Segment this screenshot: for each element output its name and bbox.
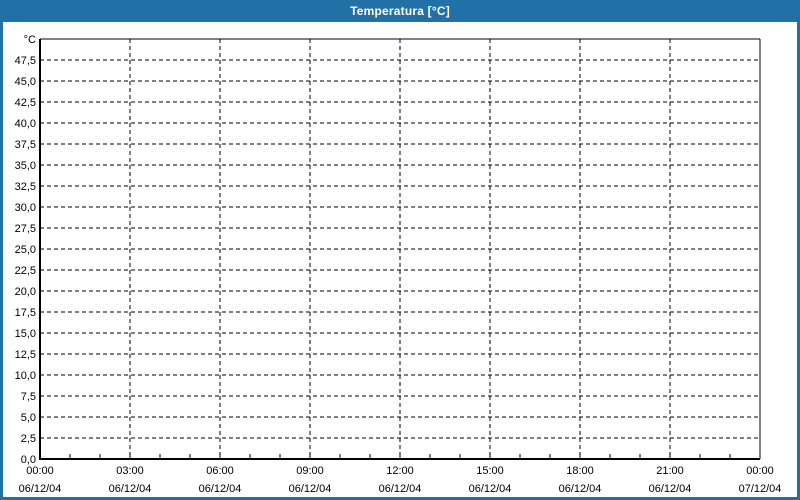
- x-axis-date-label: 06/12/04: [109, 483, 152, 495]
- x-axis-time-label: 03:00: [116, 465, 144, 477]
- chart-container: 0,0 2,5 5,0 7,5 10,0 12,5 15,0 17,5 20,0 22,5 25,0…: [3, 22, 797, 497]
- y-axis-unit-label: °C: [24, 34, 36, 46]
- y-axis-tick-label: 45,0: [15, 76, 36, 88]
- x-axis-time-label: 15:00: [476, 465, 504, 477]
- y-axis-tick-label: 17,5: [15, 307, 36, 319]
- y-axis-tick-label: 7,5: [21, 391, 36, 403]
- y-axis-tick-label: 35,0: [15, 160, 36, 172]
- x-axis-date-label: 07/12/04: [739, 483, 782, 495]
- y-axis-tick-label: 0,0: [21, 454, 36, 466]
- x-axis-time-label: 21:00: [656, 465, 684, 477]
- x-axis-date-label: 06/12/04: [379, 483, 422, 495]
- y-axis-tick-label: 27,5: [15, 223, 36, 235]
- title-bar: Temperatura [°C]: [3, 0, 797, 22]
- x-axis-date-label: 06/12/04: [199, 483, 242, 495]
- x-axis-time-label: 12:00: [386, 465, 414, 477]
- y-axis-tick-label: 20,0: [15, 286, 36, 298]
- x-axis-time-label: 06:00: [206, 465, 234, 477]
- y-axis-tick-label: 47,5: [15, 55, 36, 67]
- window-title: Temperatura [°C]: [350, 4, 450, 18]
- temperature-trend-chart: 0,0 2,5 5,0 7,5 10,0 12,5 15,0 17,5 20,0 22,5 25,0…: [15, 34, 782, 495]
- x-axis-time-label: 18:00: [566, 465, 594, 477]
- y-axis-tick-label: 22,5: [15, 265, 36, 277]
- y-axis-tick-label: 42,5: [15, 97, 36, 109]
- x-axis-time-label: 09:00: [296, 465, 324, 477]
- y-axis-tick-label: 10,0: [15, 370, 36, 382]
- x-axis-date-label: 06/12/04: [289, 483, 332, 495]
- y-axis-tick-label: 5,0: [21, 412, 36, 424]
- y-axis-tick-label: 2,5: [21, 433, 36, 445]
- x-axis-time-label: 00:00: [26, 465, 54, 477]
- y-axis-tick-label: 30,0: [15, 202, 36, 214]
- y-axis-tick-label: 15,0: [15, 328, 36, 340]
- y-axis-tick-label: 37,5: [15, 139, 36, 151]
- x-axis-date-label: 06/12/04: [469, 483, 512, 495]
- x-axis-date-label: 06/12/04: [649, 483, 692, 495]
- y-axis-tick-label: 32,5: [15, 181, 36, 193]
- y-axis-tick-label: 12,5: [15, 349, 36, 361]
- x-axis-time-label: 00:00: [746, 465, 774, 477]
- x-axis-date-label: 06/12/04: [559, 483, 602, 495]
- x-axis-date-label: 06/12/04: [19, 483, 62, 495]
- y-axis-tick-label: 25,0: [15, 244, 36, 256]
- y-axis-tick-label: 40,0: [15, 118, 36, 130]
